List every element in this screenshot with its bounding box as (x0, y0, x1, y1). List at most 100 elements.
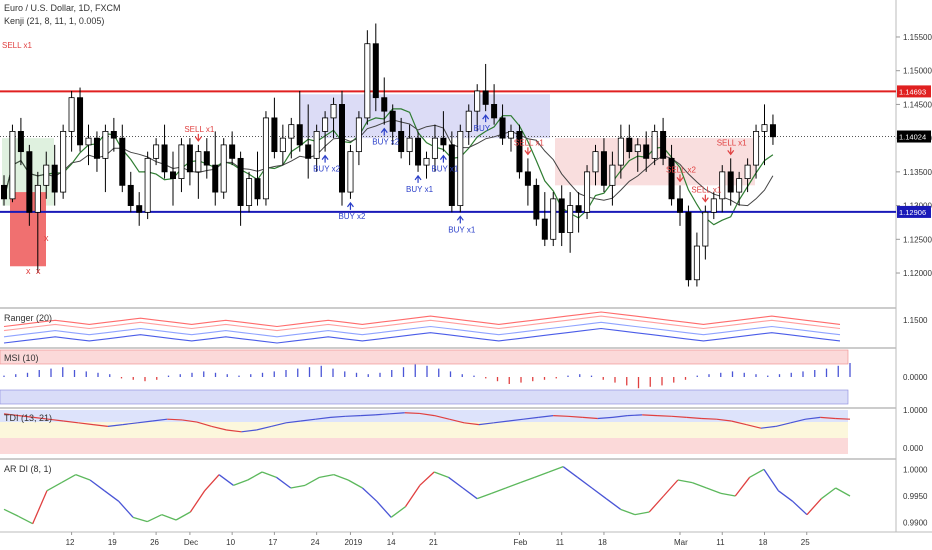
ardi-line-segment (290, 484, 306, 489)
x-tick-label: 17 (268, 538, 277, 547)
ranger-tick-label: 1.1500 (903, 316, 928, 325)
candle (262, 117, 269, 200)
candle (77, 97, 84, 146)
tdi-tick-label-top: 1.0000 (903, 406, 928, 415)
candle (347, 151, 354, 193)
msi-pane-title: MSI (10) (4, 353, 39, 363)
x-mark: x (44, 233, 49, 243)
candle (761, 124, 768, 132)
sell-signal-label: SELL x2 (666, 165, 696, 174)
candle (34, 184, 41, 213)
x-tick-label: 21 (429, 538, 438, 547)
buy-signal-label: BUY x2 (372, 138, 400, 147)
tdi-line-segment (642, 414, 658, 417)
support-price-tag-label: 1.12906 (899, 208, 926, 217)
candle (161, 144, 168, 173)
tdi-line-segment (716, 418, 732, 422)
ardi-line-segment (147, 514, 163, 523)
tdi-line-segment (686, 416, 702, 420)
ardi-line-segment (189, 490, 206, 513)
candle (668, 157, 675, 200)
tdi-line-segment (464, 422, 480, 426)
ardi-line-segment (233, 479, 248, 486)
candle (9, 130, 16, 200)
candle (609, 164, 616, 186)
msi-lower-band (0, 389, 849, 405)
candle (246, 178, 253, 206)
candle (634, 144, 641, 153)
candle (769, 124, 776, 138)
candle (119, 137, 126, 186)
sell-signal-label: SELL x1 (691, 186, 721, 195)
candle (355, 117, 362, 153)
x-tick-label: 11 (556, 538, 565, 547)
ardi-line-segment (218, 474, 234, 486)
tdi-line-segment (553, 415, 569, 417)
tdi-line-segment (835, 417, 851, 420)
ardi-line-segment (792, 500, 808, 516)
candle (17, 130, 24, 153)
candle (254, 178, 261, 200)
candle (279, 137, 286, 153)
ardi-line-segment (562, 466, 578, 478)
buy-arrow-icon (482, 114, 490, 123)
tdi-line-segment (375, 413, 390, 416)
x-tick-label: 19 (108, 538, 117, 547)
ardi-line-segment (333, 474, 349, 481)
y-tick-label: 1.15000 (903, 67, 932, 76)
y-tick-label: 1.15500 (903, 33, 932, 42)
ardi-line-segment (476, 492, 492, 500)
candle (660, 130, 667, 159)
tdi-line-segment (419, 412, 435, 417)
candle (102, 130, 109, 159)
candle (474, 90, 481, 112)
x-tick-label: Dec (184, 538, 198, 547)
tdi-line-segment (775, 422, 791, 427)
x-tick-label: 11 (716, 538, 725, 547)
candle (169, 171, 176, 180)
sell-arrow-icon (727, 147, 735, 156)
x-tick-label: 25 (801, 538, 810, 547)
ardi-line-segment (777, 490, 794, 502)
candle (212, 164, 219, 193)
tdi-line-segment (330, 415, 346, 418)
ardi-line-segment (390, 506, 406, 518)
candle (0, 184, 7, 200)
ardi-line-segment (433, 471, 449, 478)
candle (313, 130, 320, 159)
tdi-tick-label-bottom: 0.000 (903, 444, 924, 453)
x-mark: x (26, 266, 31, 276)
ardi-line-segment (462, 487, 478, 500)
ardi-line-segment (634, 511, 650, 516)
candle (406, 137, 413, 153)
ardi-line-segment (577, 476, 593, 489)
sell-signal-label: SELL x1 (514, 138, 544, 147)
ardi-line-segment (18, 515, 33, 525)
x-mark: x (36, 266, 41, 276)
tdi-line-segment (78, 422, 94, 426)
ardi-line-segment (32, 490, 48, 524)
candle (677, 198, 684, 213)
candle (567, 205, 574, 233)
candle (541, 218, 548, 240)
candle (516, 130, 523, 173)
buy-signal-label: BUY x1 (406, 185, 434, 194)
candle (744, 164, 751, 180)
candle (693, 245, 700, 281)
ardi-line-segment (175, 511, 191, 521)
resistance-price-tag-box (897, 85, 931, 98)
tdi-line-segment (627, 414, 643, 417)
ardi-line-segment (448, 476, 464, 489)
y-tick-label: 1.14500 (903, 100, 932, 109)
candle (440, 137, 447, 146)
last-price-tag-label: 1.14024 (899, 133, 926, 142)
ardi-line-segment (319, 474, 334, 478)
ardi-line-segment (261, 471, 277, 478)
ardi-line-segment (663, 479, 679, 497)
tdi-line-segment (478, 422, 494, 426)
ardi-line-segment (605, 498, 621, 510)
ardi-line-segment (347, 479, 363, 489)
ardi-line-segment (419, 471, 435, 486)
candle (288, 124, 295, 139)
